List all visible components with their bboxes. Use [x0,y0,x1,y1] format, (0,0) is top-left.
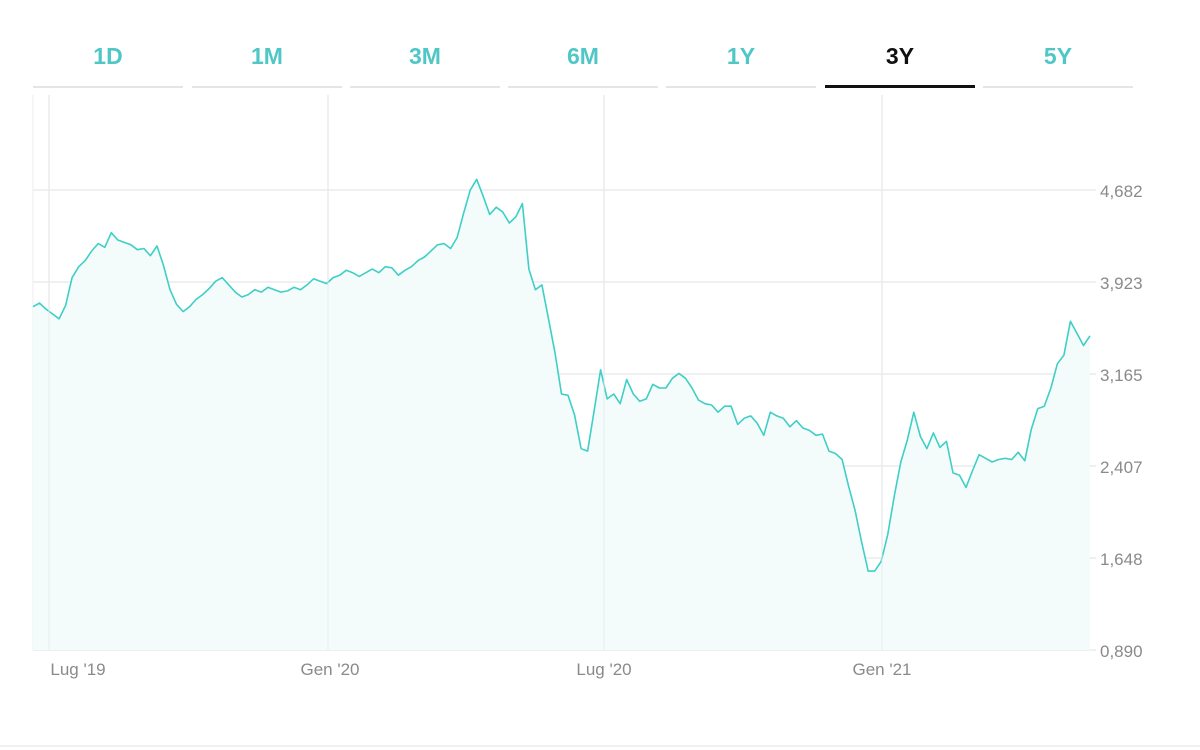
tab-1y-underline [666,86,816,88]
tab-1d-label: 1D [93,43,123,69]
tab-6m-label: 6M [567,43,599,69]
y-tick-label: 1,648 [1100,550,1143,569]
tab-1d[interactable]: 1D [33,30,183,88]
y-tick-label: 2,407 [1100,458,1143,477]
tab-3m-label: 3M [409,43,441,69]
tab-6m[interactable]: 6M [508,30,658,88]
tab-1y[interactable]: 1Y [666,30,816,88]
range-tabs: 1D 1M 3M 6M 1Y 3Y 5Y [33,30,1140,88]
tab-1m-underline [192,86,342,88]
y-tick-label: 3,165 [1100,366,1143,385]
series-line [32,178,1091,572]
tab-3y-label: 3Y [885,43,915,69]
tab-5y-underline [983,86,1133,88]
tab-6m-underline [508,86,658,88]
x-tick-label: Gen '20 [300,660,359,679]
x-tick-label: Gen '21 [852,660,911,679]
tab-1y-label: 1Y [726,43,756,69]
bottom-divider [0,745,1200,747]
x-tick-label: Lug '20 [576,660,631,679]
x-tick-label: Lug '19 [50,660,105,679]
series-area-fill [33,179,1090,651]
tab-3m[interactable]: 3M [350,30,500,88]
tab-1m[interactable]: 1M [192,30,342,88]
tab-1m-label: 1M [251,43,283,69]
y-tick-label: 0,890 [1100,642,1143,661]
tab-5y-label: 5Y [1043,43,1073,69]
tab-3y-underline [825,85,975,88]
y-tick-label: 3,923 [1100,274,1143,293]
tab-5y[interactable]: 5Y [983,30,1133,88]
tab-3y[interactable]: 3Y [825,30,975,88]
y-tick-label: 4,682 [1100,182,1143,201]
tab-1d-underline [33,86,183,88]
tab-3m-underline [350,86,500,88]
